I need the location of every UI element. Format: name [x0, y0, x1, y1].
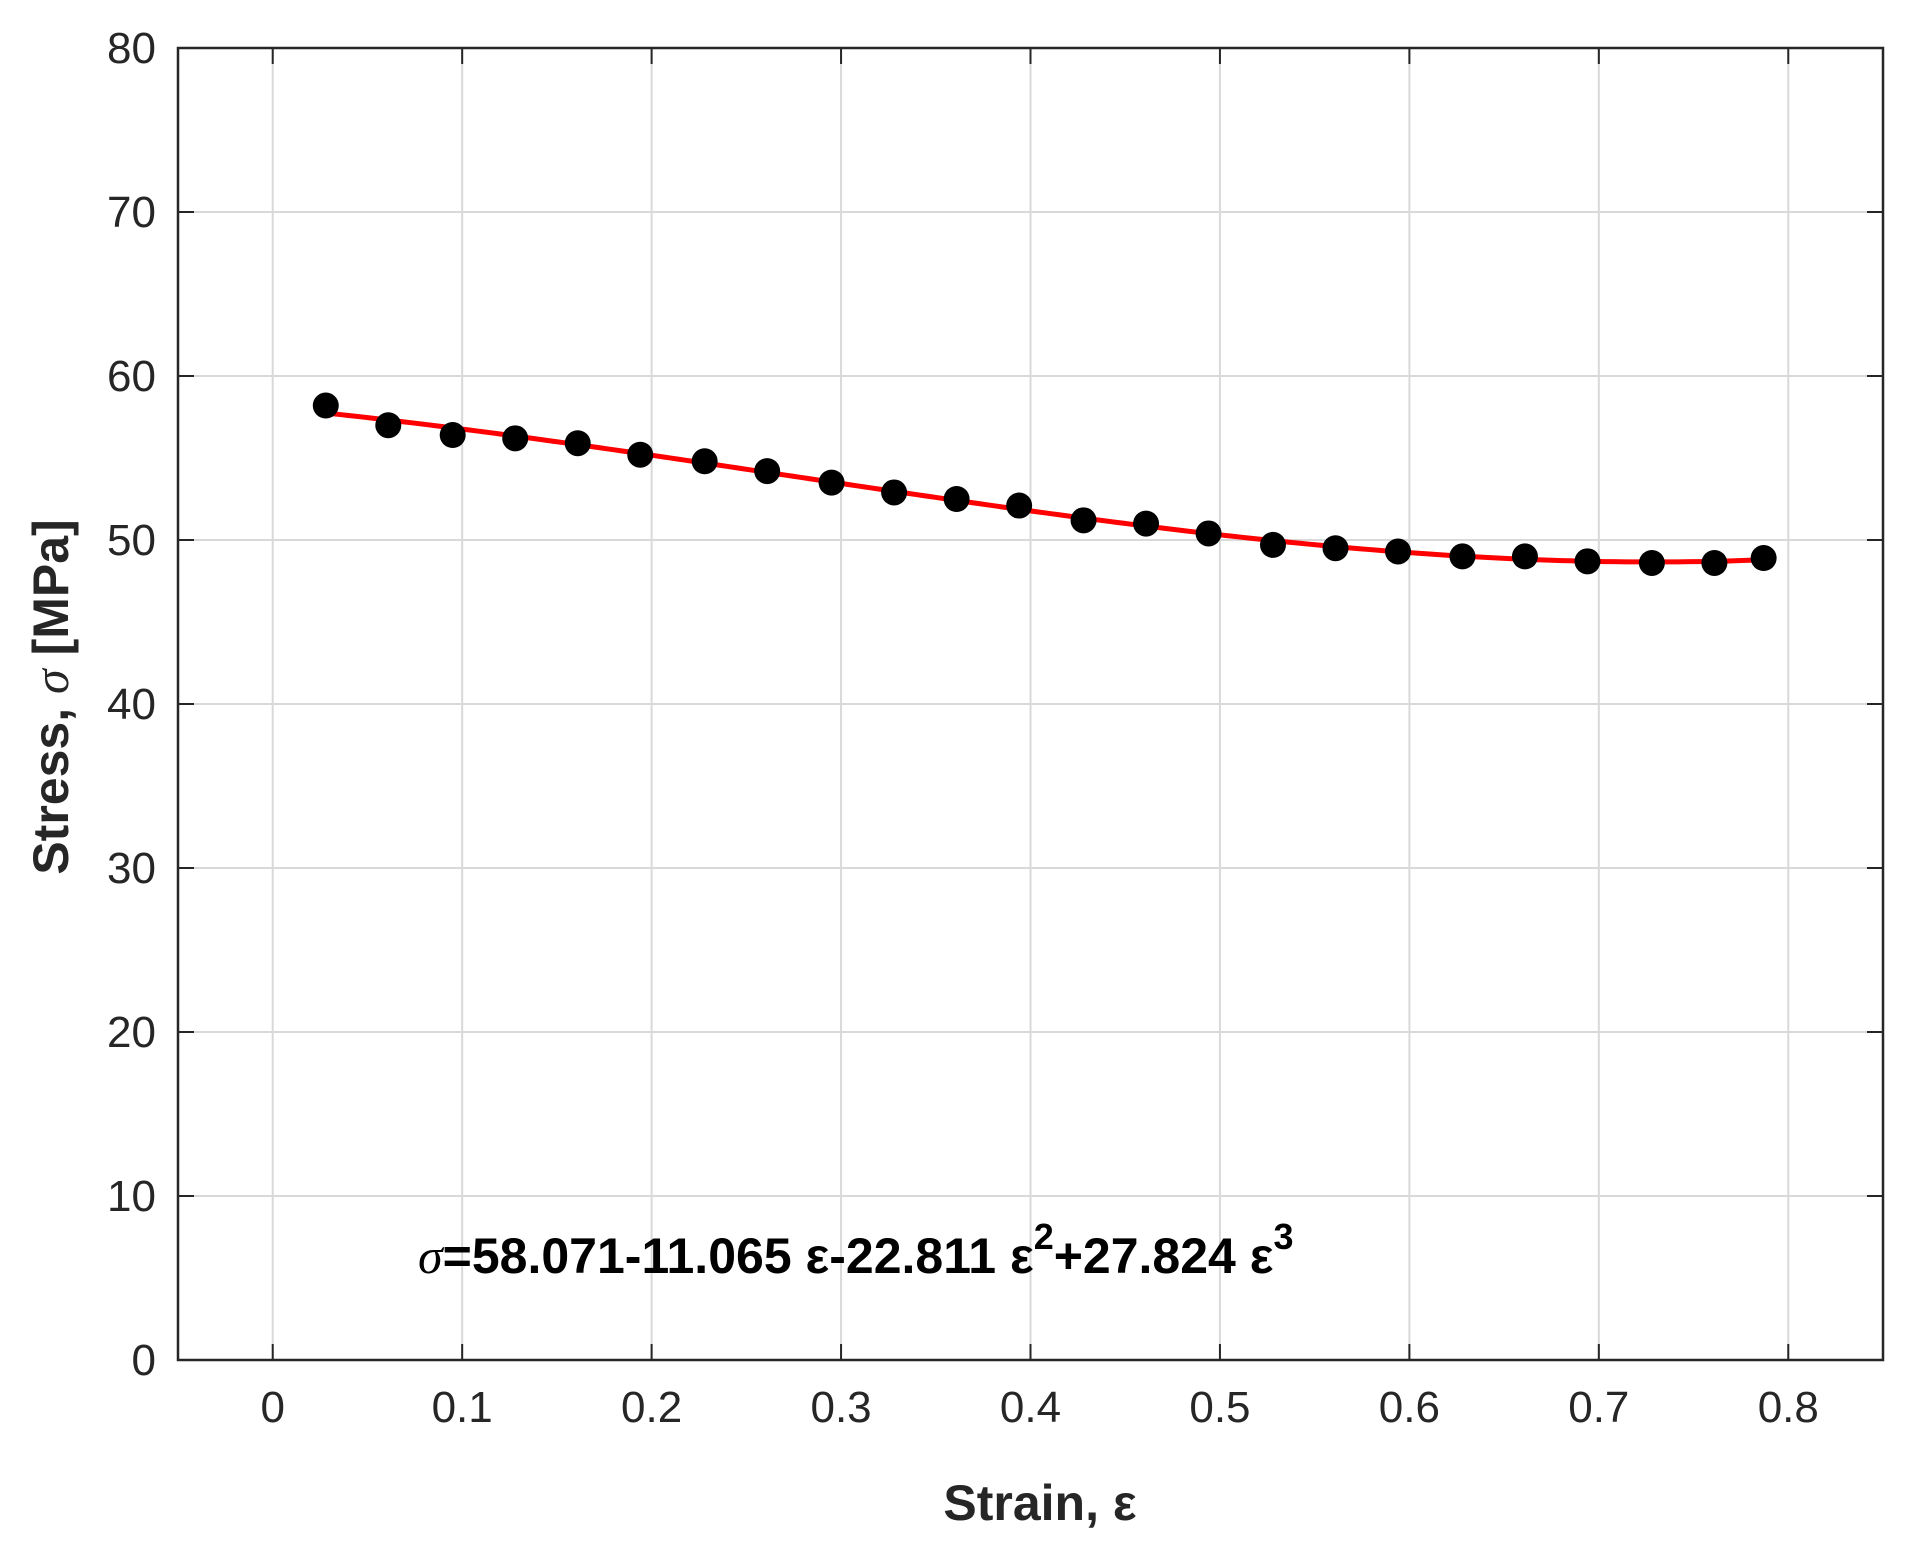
x-tick-label: 0.4	[1000, 1383, 1061, 1432]
tick-marks	[178, 47, 1883, 1361]
x-tick-label: 0.3	[810, 1383, 871, 1432]
x-tick-label: 0.8	[1758, 1383, 1819, 1432]
fit-equation-annotation: σ=58.071-11.065 ε-22.811 ε2+27.824 ε3	[418, 1216, 1294, 1284]
x-tick-label: 0.6	[1379, 1383, 1440, 1432]
data-point	[1750, 545, 1777, 572]
data-point	[312, 392, 339, 419]
y-axis-label-prefix: Stress,	[23, 694, 79, 875]
data-point	[818, 469, 845, 496]
data-point	[691, 448, 718, 475]
y-tick-label: 80	[107, 24, 156, 73]
data-point	[375, 412, 402, 439]
data-point	[943, 486, 970, 512]
equation-sup-2: 2	[1034, 1216, 1054, 1257]
data-point	[1133, 510, 1160, 537]
y-tick-label: 0	[132, 1336, 156, 1385]
x-axis-label: Strain, ε	[943, 1475, 1136, 1531]
data-point	[881, 479, 908, 506]
y-tick-label: 30	[107, 844, 156, 893]
data-points-layer	[312, 392, 1777, 576]
x-tick-label: 0	[260, 1383, 284, 1432]
data-point	[1259, 531, 1286, 558]
data-point	[1322, 535, 1349, 562]
data-point	[754, 458, 781, 485]
y-tick-label: 50	[107, 516, 156, 565]
equation-mid: +27.824 ε	[1054, 1228, 1274, 1284]
data-point	[439, 422, 466, 449]
data-point	[564, 430, 591, 457]
data-point	[1511, 543, 1538, 570]
y-axis-label-symbol: σ	[23, 667, 79, 694]
data-point	[627, 441, 654, 468]
equation-main: =58.071-11.065 ε-22.811 ε	[443, 1228, 1034, 1284]
data-point	[1195, 520, 1222, 547]
data-point	[1574, 548, 1601, 575]
x-tick-label: 0.2	[621, 1383, 682, 1432]
y-tick-label: 40	[107, 680, 156, 729]
x-tick-label: 0.7	[1568, 1383, 1629, 1432]
data-point	[1006, 492, 1033, 519]
y-tick-label: 10	[107, 1172, 156, 1221]
data-point	[1701, 549, 1728, 576]
y-axis-label-suffix: [MPa]	[23, 519, 79, 669]
data-point	[502, 425, 529, 452]
equation-sigma: σ	[418, 1228, 445, 1284]
data-point	[1449, 543, 1476, 570]
y-tick-labels: 0 10 20 30 40 50 60 70 80	[107, 24, 156, 1385]
data-point	[1385, 538, 1412, 565]
y-axis-label: Stress, σ [MPa]	[23, 519, 79, 874]
equation-sup-3: 3	[1273, 1216, 1293, 1257]
x-tick-labels: 0 0.1 0.2 0.3 0.4 0.5 0.6 0.7 0.8	[260, 1383, 1818, 1432]
x-tick-label: 0.1	[432, 1383, 493, 1432]
y-tick-label: 60	[107, 352, 156, 401]
y-tick-label: 20	[107, 1008, 156, 1057]
y-tick-label: 70	[107, 188, 156, 237]
data-point	[1638, 549, 1665, 576]
x-tick-label: 0.5	[1189, 1383, 1250, 1432]
data-point	[1070, 507, 1097, 534]
